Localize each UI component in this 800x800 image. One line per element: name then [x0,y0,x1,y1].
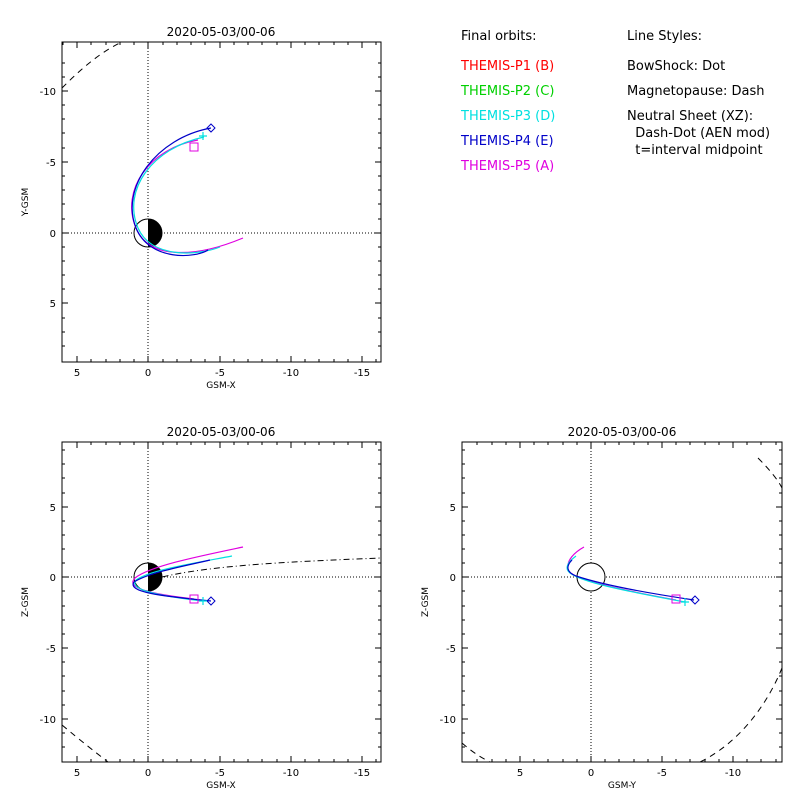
legend-orbit-p4: THEMIS-P4 (E) [460,134,554,149]
panel-xz-marker-p3 [199,597,207,605]
panel-yz-earth [576,562,606,592]
legend-style-neutral-sheet: Neutral Sheet (XZ): [627,109,753,124]
panel-xy-ticks [62,42,381,362]
panel-xy-orbit-p3 [133,136,221,254]
panel-yz-magnetopause-bottom [699,667,783,763]
panel-yz-xtick: -5 [657,768,667,779]
panel-xz-ytick: 0 [50,573,56,584]
legend-orbit-p1: THEMIS-P1 (B) [460,59,554,74]
panel-xz-ytick: -5 [46,644,56,655]
panel-xy-xtick: -15 [354,368,370,379]
panel-xz-neutral-sheet [149,557,382,581]
panel-yz-xtick: 0 [588,768,594,779]
panel-yz-orbit-p4 [567,559,695,601]
panel-xy-earth-night [148,219,162,247]
panel-yz-magnetopause-top [757,457,783,489]
panel-yz-magnetopause-left [461,742,491,763]
panel-yz-marker-p3 [681,598,689,606]
panel-xz-xlabel: GSM-X [206,781,235,791]
panel-yz-xtick: 5 [517,768,523,779]
panel-yz: 2020-05-03/00-06 5 0 -5 -10 5 0 -5 -10 G… [421,425,783,791]
panel-xz-marker-p4 [206,596,216,606]
panel-xy-marker-p5 [189,142,199,152]
panel-xy: 2020-05-03/00-06 5 0 -5 -10 -15 -10 -5 0… [21,25,382,391]
panel-xy-magnetopause [61,41,123,89]
panel-xz-magnetopause [61,724,109,763]
panel-yz-ytick: 0 [450,573,456,584]
legend-orbit-p5: THEMIS-P5 (A) [460,159,554,174]
panel-xz: 2020-05-03/00-06 5 0 -5 -10 -15 5 0 -5 -… [21,425,382,791]
panel-xy-ytick: -5 [46,158,56,169]
panel-yz-ytick: -10 [440,715,456,726]
panel-xz-xtick: -15 [354,768,370,779]
panel-xz-ytick: -10 [40,715,56,726]
panel-yz-title: 2020-05-03/00-06 [568,425,677,439]
legend: Final orbits: THEMIS-P1 (B) THEMIS-P2 (C… [460,29,770,174]
panel-xy-ytick: 5 [50,299,56,310]
panel-xy-xtick: -10 [283,368,299,379]
panel-xy-xtick: 5 [74,368,80,379]
panel-xy-frame [61,41,382,363]
panel-xz-ylabel: Z-GSM [21,587,31,617]
panel-yz-ticks [462,442,782,762]
panel-yz-ytick: 5 [450,503,456,514]
panel-xz-xtick: -10 [283,768,299,779]
panel-xy-xlabel: GSM-X [206,381,235,391]
panel-xy-orbit-p4 [131,127,212,257]
panel-xz-marker-p5 [189,594,199,604]
panel-xz-orbit-p4 [132,559,212,602]
panel-yz-ylabel: Z-GSM [421,587,431,617]
legend-style-bowshock: BowShock: Dot [627,59,725,74]
legend-style-magnetopause: Magnetopause: Dash [627,84,764,99]
legend-orbit-p3: THEMIS-P3 (D) [460,109,555,124]
panel-yz-xlabel: GSM-Y [608,781,637,791]
panel-yz-frame [461,441,783,763]
panel-xy-ylabel: Y-GSM [21,188,31,217]
panel-xz-xtick: 5 [74,768,80,779]
legend-orbit-p2: THEMIS-P2 (C) [460,84,554,99]
panel-xz-ytick: 5 [50,503,56,514]
legend-styles-title: Line Styles: [627,29,702,44]
panel-xy-marker-p4 [206,123,216,133]
panel-xz-xtick: 0 [145,768,151,779]
panel-yz-ytick: -5 [446,644,456,655]
panel-yz-marker-p5 [671,594,681,604]
panel-xy-title: 2020-05-03/00-06 [167,25,276,39]
panel-yz-marker-p4 [690,595,700,605]
panel-yz-xtick: -10 [725,768,741,779]
legend-style-midpoint: t=interval midpoint [627,143,763,158]
panel-xy-ytick: 0 [50,229,56,240]
panel-xz-frame [61,441,382,763]
legend-orbits-title: Final orbits: [461,29,537,44]
panel-xy-xtick: 0 [145,368,151,379]
panel-xz-xtick: -5 [215,768,225,779]
panel-xz-title: 2020-05-03/00-06 [167,425,276,439]
panel-xz-ticks [62,442,381,762]
panel-xy-marker-p3 [199,132,207,140]
panel-xy-ytick: -10 [40,87,56,98]
legend-style-dashdot: Dash-Dot (AEN mod) [627,126,770,141]
panel-xy-xtick: -5 [215,368,225,379]
